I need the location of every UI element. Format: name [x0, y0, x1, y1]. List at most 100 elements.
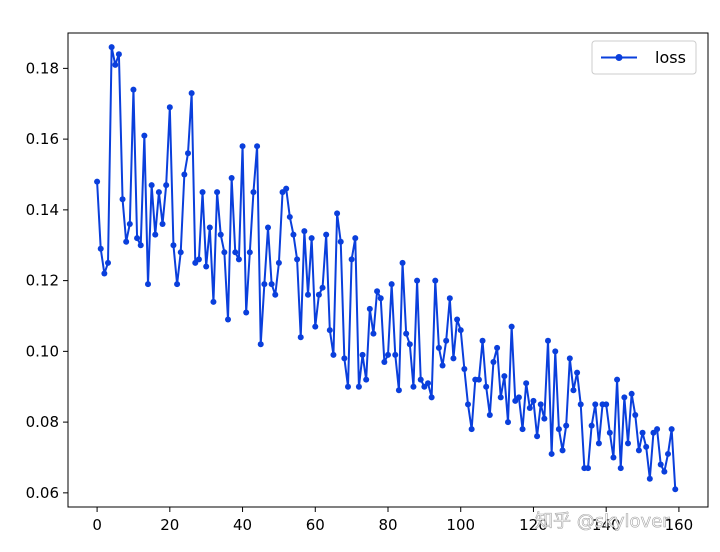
x-tick-label: 140	[592, 516, 621, 534]
data-point	[370, 330, 377, 337]
data-point	[101, 270, 108, 277]
data-point	[232, 249, 239, 256]
data-point	[112, 61, 119, 68]
data-point	[465, 401, 471, 408]
legend-label-loss: loss	[655, 48, 686, 67]
data-point	[614, 376, 621, 383]
y-tick-label: 0.18	[26, 59, 59, 77]
data-point	[359, 351, 366, 358]
data-point	[425, 380, 431, 387]
legend-box	[591, 40, 697, 75]
data-point	[617, 465, 624, 472]
data-point	[225, 316, 231, 323]
data-point	[625, 440, 631, 447]
data-point	[159, 221, 166, 228]
data-point	[206, 224, 213, 231]
data-point	[523, 380, 530, 387]
data-point	[519, 426, 526, 433]
x-tick-label: 60	[306, 516, 325, 534]
data-point	[454, 316, 461, 323]
data-point	[145, 281, 151, 288]
data-point	[221, 249, 228, 256]
data-point	[399, 259, 406, 266]
data-point	[534, 433, 541, 440]
data-point	[105, 259, 111, 266]
data-point	[323, 231, 330, 238]
x-tick-label: 80	[378, 516, 397, 534]
data-point	[428, 394, 435, 401]
data-point	[166, 104, 173, 111]
data-point	[377, 295, 384, 302]
data-point	[257, 341, 264, 348]
data-point	[501, 373, 508, 380]
data-point	[374, 288, 381, 295]
x-axis: 0 20 40 60 80 100 120 140 160	[92, 507, 693, 534]
data-point	[505, 419, 511, 426]
data-point	[486, 412, 493, 419]
data-point	[286, 213, 293, 220]
data-point	[479, 337, 486, 344]
data-point	[406, 341, 413, 348]
data-point	[545, 337, 551, 344]
data-point	[239, 143, 246, 150]
data-point	[265, 224, 271, 231]
data-point	[639, 429, 646, 436]
data-point	[385, 351, 391, 358]
data-point	[148, 182, 155, 189]
data-point	[570, 387, 577, 394]
data-point	[566, 355, 573, 362]
data-point	[530, 397, 537, 404]
data-point	[643, 443, 650, 450]
data-point	[395, 387, 402, 394]
data-point	[574, 369, 581, 376]
data-point	[174, 281, 181, 288]
data-point	[228, 175, 235, 182]
data-point	[235, 256, 242, 263]
data-point	[439, 362, 446, 369]
data-point	[592, 401, 599, 408]
data-point	[214, 189, 221, 196]
data-point	[606, 429, 613, 436]
data-point	[199, 189, 206, 196]
x-tick-label: 40	[233, 516, 252, 534]
data-point	[141, 132, 148, 139]
data-point	[115, 51, 122, 58]
data-point	[450, 355, 457, 362]
data-point	[555, 426, 562, 433]
data-point	[610, 454, 617, 461]
data-point	[585, 465, 591, 472]
data-point	[646, 475, 653, 482]
series-line-loss	[96, 46, 677, 490]
data-point	[315, 291, 322, 298]
data-point	[392, 351, 399, 358]
data-point	[341, 355, 348, 362]
legend: loss	[591, 40, 697, 75]
data-point	[301, 228, 308, 235]
data-point	[483, 383, 490, 390]
watermark-text: 知乎 @skylover	[535, 511, 670, 532]
data-point	[665, 450, 671, 457]
data-point	[177, 249, 184, 256]
y-tick-label: 0.08	[26, 413, 59, 431]
data-point	[461, 366, 468, 373]
data-point	[319, 284, 326, 291]
data-point	[672, 486, 679, 493]
data-point	[443, 337, 450, 344]
data-point	[108, 44, 115, 51]
data-point	[603, 401, 610, 408]
data-point	[475, 376, 482, 383]
data-point	[345, 383, 351, 390]
y-tick-label: 0.10	[26, 342, 59, 360]
data-point	[403, 330, 410, 337]
data-point	[668, 426, 675, 433]
data-point	[334, 210, 341, 217]
data-point	[490, 358, 497, 365]
data-point	[170, 242, 177, 249]
legend-marker	[615, 54, 623, 61]
data-point	[195, 256, 202, 263]
data-point	[254, 143, 261, 150]
data-point	[446, 295, 453, 302]
data-point	[188, 90, 195, 97]
data-point	[352, 235, 359, 242]
